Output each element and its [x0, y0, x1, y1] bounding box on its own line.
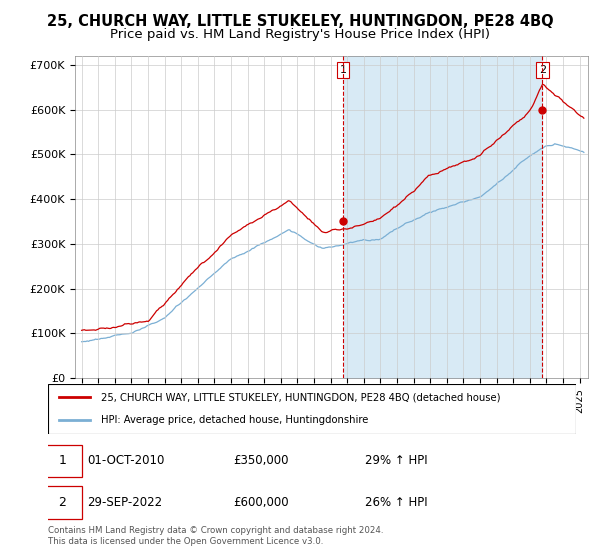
Text: 1: 1 [340, 65, 347, 75]
Text: £350,000: £350,000 [233, 454, 288, 468]
Text: 25, CHURCH WAY, LITTLE STUKELEY, HUNTINGDON, PE28 4BQ: 25, CHURCH WAY, LITTLE STUKELEY, HUNTING… [47, 14, 553, 29]
Text: Price paid vs. HM Land Registry's House Price Index (HPI): Price paid vs. HM Land Registry's House … [110, 28, 490, 41]
Text: 2: 2 [539, 65, 546, 75]
Text: 25, CHURCH WAY, LITTLE STUKELEY, HUNTINGDON, PE28 4BQ (detached house): 25, CHURCH WAY, LITTLE STUKELEY, HUNTING… [101, 392, 500, 402]
Text: HPI: Average price, detached house, Huntingdonshire: HPI: Average price, detached house, Hunt… [101, 416, 368, 426]
Text: 1: 1 [58, 454, 66, 468]
Text: 29-SEP-2022: 29-SEP-2022 [88, 496, 163, 509]
FancyBboxPatch shape [43, 487, 82, 519]
FancyBboxPatch shape [43, 445, 82, 477]
Text: 2: 2 [58, 496, 66, 509]
Text: £600,000: £600,000 [233, 496, 289, 509]
Text: Contains HM Land Registry data © Crown copyright and database right 2024.
This d: Contains HM Land Registry data © Crown c… [48, 526, 383, 546]
Text: 01-OCT-2010: 01-OCT-2010 [88, 454, 165, 468]
Text: 26% ↑ HPI: 26% ↑ HPI [365, 496, 427, 509]
FancyBboxPatch shape [48, 384, 576, 434]
Text: 29% ↑ HPI: 29% ↑ HPI [365, 454, 427, 468]
